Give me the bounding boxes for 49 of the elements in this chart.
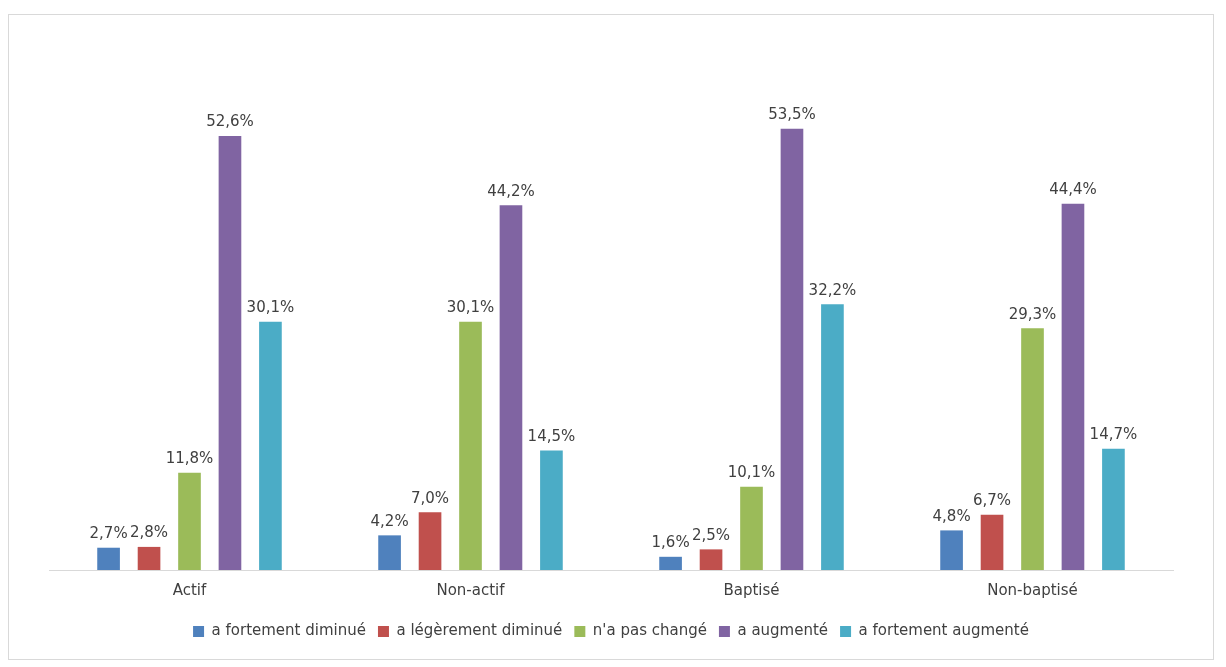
data-label: 32,2% (808, 280, 857, 299)
data-label: 2,8% (129, 523, 169, 542)
legend-label: a fortement diminué (211, 621, 366, 640)
data-label: 30,1% (246, 298, 295, 317)
bar (378, 535, 401, 570)
data-label: 52,6% (206, 112, 254, 131)
data-label: 44,4% (1049, 180, 1097, 199)
bar (259, 321, 282, 570)
legend-label: a fortement augmenté (858, 621, 1029, 640)
bar (1102, 448, 1125, 570)
bar (137, 546, 161, 570)
data-label: 2,5% (691, 525, 731, 544)
bar (418, 512, 442, 570)
data-label: 44,2% (487, 181, 535, 200)
bar (699, 549, 723, 570)
data-label: 6,7% (972, 491, 1012, 510)
data-label: 4,2% (370, 511, 409, 530)
x-tick-label: Non-actif (436, 580, 506, 599)
bar (740, 486, 763, 570)
legend-label: n'a pas changé (592, 621, 707, 640)
data-label: 2,7% (89, 524, 128, 543)
x-tick-label: Actif (172, 580, 207, 599)
bar (659, 556, 682, 570)
data-label: 29,3% (1008, 304, 1057, 323)
x-tick-label: Non-baptisé (987, 580, 1078, 599)
data-label: 14,5% (527, 426, 576, 445)
data-label: 1,6% (651, 533, 690, 552)
data-label: 11,8% (165, 449, 214, 468)
bar (940, 530, 963, 570)
bar (540, 450, 563, 570)
bar (178, 472, 201, 570)
data-label: 10,1% (727, 463, 776, 482)
bar (821, 304, 844, 570)
data-label: 14,7% (1089, 425, 1138, 444)
bar (780, 128, 804, 570)
legend-label: a augmenté (737, 621, 829, 640)
bar (980, 514, 1004, 570)
data-label: 30,1% (446, 298, 495, 317)
x-tick-label: Baptisé (723, 580, 780, 599)
data-label: 53,5% (768, 105, 816, 124)
data-label: 7,0% (410, 488, 450, 507)
bar (499, 205, 523, 570)
bar (97, 547, 120, 570)
legend-label: a légèrement diminué (396, 621, 563, 640)
bar (1021, 328, 1044, 570)
data-label: 4,8% (932, 506, 971, 525)
bar (218, 136, 242, 570)
bar (1061, 203, 1085, 570)
bar (459, 321, 482, 570)
